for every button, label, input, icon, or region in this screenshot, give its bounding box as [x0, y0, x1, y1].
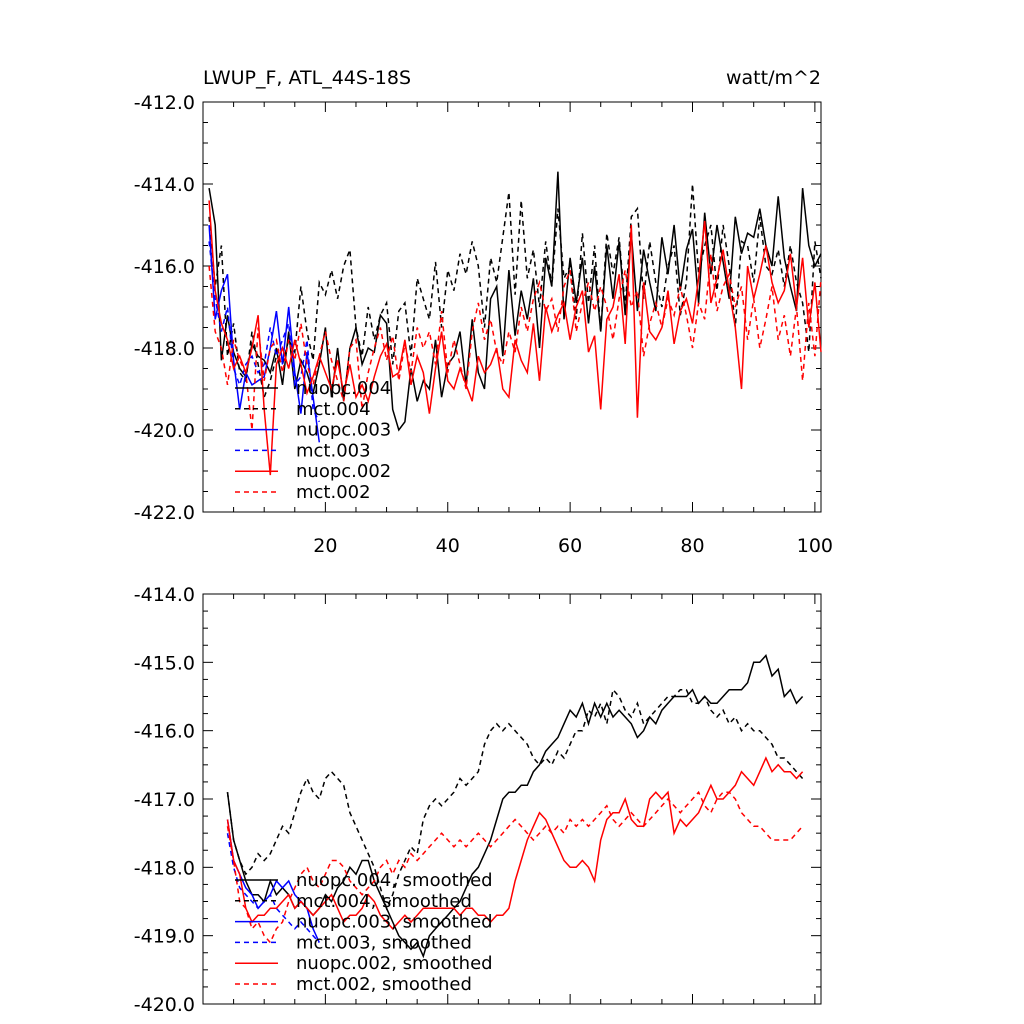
top-x-tick-label: 40: [436, 535, 460, 557]
bottom-legend-label-2: mct.004, smoothed: [296, 891, 472, 912]
bottom-series-line-1: [226, 654, 804, 959]
top-legend-label-5: nuopc.002: [296, 461, 391, 482]
bottom-y-tick-label: -417.0: [134, 789, 195, 811]
top-x-tick-label: 20: [313, 535, 337, 557]
top-x-tick-label: 60: [558, 535, 582, 557]
top-y-tick-label: -414.0: [134, 174, 195, 196]
top-x-tick-label: 80: [680, 535, 704, 557]
top-legend-label-3: nuopc.003: [296, 420, 391, 441]
top-y-tick-label: -412.0: [134, 92, 195, 114]
top-legend-label-2: mct.004: [296, 399, 371, 420]
bottom-legend-label-6: mct.002, smoothed: [296, 974, 472, 995]
top-panel: -422.0 -420.0 -418.0 -416.0 -414.0 -412.0 20 40…: [134, 92, 833, 557]
bottom-y-tick-label: -415.0: [134, 652, 195, 674]
top-legend-label-1: nuopc.004: [296, 378, 391, 399]
bottom-panel: -420.0 -419.0 -418.0 -417.0 -416.0 -415.0 -414…: [134, 584, 822, 1016]
top-y-tick-label: -420.0: [134, 420, 195, 442]
top-y-tick-label: -416.0: [134, 256, 195, 278]
bottom-series-line-6: [226, 790, 804, 944]
units-label: watt/m^2: [726, 67, 821, 89]
bottom-legend-label-3: nuopc.003, smoothed: [296, 912, 493, 933]
bottom-y-tick-label: -418.0: [134, 857, 195, 879]
top-series-line-6: [208, 253, 822, 431]
chart-title: LWUP_F, ATL_44S-18S: [203, 67, 411, 89]
bottom-legend-label-5: nuopc.002, smoothed: [296, 953, 493, 974]
bottom-y-tick-label: -420.0: [134, 994, 195, 1016]
top-y-tick-label: -418.0: [134, 338, 195, 360]
bottom-y-tick-label: -414.0: [134, 584, 195, 606]
bottom-legend-label-4: mct.003, smoothed: [296, 932, 472, 953]
top-legend-label-4: mct.003: [296, 440, 371, 461]
top-series-line-5: [208, 200, 822, 476]
top-x-tick-label: 100: [797, 535, 833, 557]
top-series-line-3: [208, 224, 321, 443]
bottom-series-line-2: [226, 688, 804, 911]
top-series-line-4: [208, 241, 320, 423]
top-legend-label-6: mct.002: [296, 482, 371, 503]
bottom-legend-label-1: nuopc.004, smoothed: [296, 870, 493, 891]
bottom-y-tick-label: -419.0: [134, 926, 195, 948]
top-y-tick-label: -422.0: [134, 502, 195, 524]
bottom-series-line-5: [226, 756, 804, 930]
bottom-y-tick-label: -416.0: [134, 721, 195, 743]
